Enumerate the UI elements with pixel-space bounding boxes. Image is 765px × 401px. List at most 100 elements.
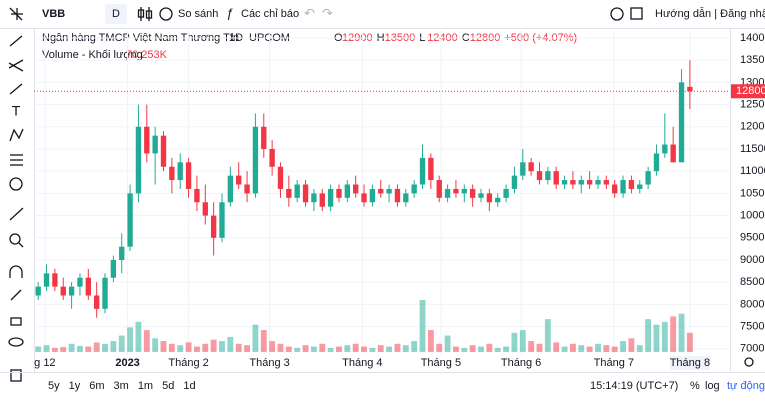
- volume-bar: [620, 341, 626, 352]
- volume-bar: [260, 330, 267, 352]
- volume-bar: [436, 343, 443, 352]
- volume-bar: [202, 343, 209, 352]
- candle-body: [135, 126, 142, 194]
- candle-body: [411, 184, 417, 194]
- candle-body: [236, 175, 242, 185]
- candle-body: [286, 188, 292, 198]
- symbol[interactable]: VBB: [42, 8, 65, 20]
- candle-body: [378, 188, 384, 194]
- log-toggle[interactable]: log: [705, 380, 720, 392]
- y-tick-label: 12000: [740, 121, 765, 133]
- candle-body: [252, 126, 259, 194]
- candle-body: [110, 259, 117, 278]
- volume-bar: [661, 321, 668, 352]
- range-button[interactable]: 5y: [48, 380, 60, 392]
- volume-bar: [553, 342, 560, 352]
- volume-bar: [327, 347, 334, 352]
- candle-body: [43, 273, 50, 287]
- drawing-tools[interactable]: T: [8, 7, 24, 382]
- volume-bar: [168, 343, 175, 352]
- redo[interactable]: ↷: [322, 5, 333, 20]
- volume-bar: [60, 347, 67, 352]
- range-button[interactable]: 3m: [114, 380, 129, 392]
- account[interactable]: Hướng dẫn | Đăng nhập: [655, 7, 765, 20]
- candle-body: [687, 86, 693, 92]
- undo[interactable]: ↶: [304, 5, 315, 20]
- candle-body: [353, 184, 359, 194]
- interval[interactable]: D: [112, 8, 120, 20]
- volume-bar: [35, 346, 42, 352]
- volume-bar: [352, 343, 359, 352]
- candle-body: [428, 157, 434, 181]
- volume-bar: [486, 343, 493, 352]
- volume-bar: [219, 341, 225, 352]
- volume-bar: [369, 347, 376, 352]
- settings-icon[interactable]: [610, 7, 624, 21]
- volume-bar: [419, 300, 426, 352]
- volume-bar: [43, 345, 50, 352]
- x-tick-label: Tháng 6: [501, 357, 541, 369]
- auto-toggle[interactable]: tự động: [727, 380, 765, 392]
- candle-body: [85, 277, 91, 296]
- volume-bar: [110, 341, 117, 352]
- percent-toggle[interactable]: %: [690, 380, 700, 392]
- candle-body: [52, 273, 58, 287]
- compare-icon[interactable]: [159, 7, 173, 21]
- candle-body: [419, 157, 426, 185]
- volume-bar: [194, 346, 200, 352]
- compare[interactable]: So sánh: [178, 8, 218, 20]
- volume-bar: [461, 347, 468, 352]
- range-button[interactable]: 5d: [162, 380, 174, 392]
- volume-bar: [377, 345, 384, 352]
- volume-bar: [102, 343, 108, 352]
- volume-bar: [185, 342, 192, 352]
- volume-bar: [51, 347, 58, 352]
- candle-body: [177, 162, 183, 181]
- candle-body: [152, 135, 158, 154]
- candle-body: [645, 171, 651, 185]
- candle-body: [486, 193, 493, 203]
- candle-type-icon[interactable]: [137, 7, 153, 21]
- candle-body: [578, 180, 584, 185]
- candle-body: [461, 188, 467, 194]
- fullscreen-icon[interactable]: [630, 7, 643, 20]
- volume-bar: [536, 343, 543, 352]
- interval-button[interactable]: [105, 4, 127, 24]
- candle-body: [495, 197, 501, 203]
- x-tick-label: g 12: [34, 357, 55, 369]
- y-tick-label: 10000: [740, 209, 765, 221]
- x-tick-label: 2023: [115, 357, 139, 369]
- candle-body: [670, 144, 676, 163]
- candle-body: [244, 184, 250, 194]
- candle-body: [277, 166, 284, 189]
- y-tick-label: 14000: [740, 32, 765, 44]
- candle-body: [202, 202, 208, 216]
- axis-settings[interactable]: [744, 357, 754, 367]
- last-price-label: 12800: [736, 85, 765, 97]
- indicators[interactable]: Các chỉ báo: [241, 8, 299, 20]
- volume-bar: [68, 343, 75, 352]
- candle-body: [595, 180, 601, 185]
- range-button[interactable]: 1d: [183, 380, 195, 392]
- volume-bar: [628, 338, 635, 352]
- volume-bar: [394, 343, 401, 352]
- candle-body: [545, 171, 551, 181]
- candle-body: [444, 188, 451, 198]
- candle-body: [603, 180, 610, 185]
- x-tick-label: Tháng 2: [168, 357, 208, 369]
- y-tick-label: 11000: [740, 165, 765, 177]
- range-button[interactable]: 6m: [89, 380, 104, 392]
- volume-bar: [670, 316, 677, 352]
- candle-body: [119, 246, 125, 260]
- clock: 15:14:19 (UTC+7): [590, 380, 678, 392]
- volume-bar: [427, 330, 434, 352]
- volume-bar: [528, 341, 535, 352]
- range-button[interactable]: 1y: [69, 380, 81, 392]
- candle-body: [302, 184, 309, 203]
- indicators-icon[interactable]: ƒ: [226, 5, 233, 20]
- range-button[interactable]: 1m: [138, 380, 153, 392]
- volume-title: Volume - Khối lượng: [42, 49, 143, 61]
- candle-body: [528, 162, 534, 172]
- y-tick-label: 9500: [740, 232, 764, 244]
- volume-bar: [244, 345, 250, 352]
